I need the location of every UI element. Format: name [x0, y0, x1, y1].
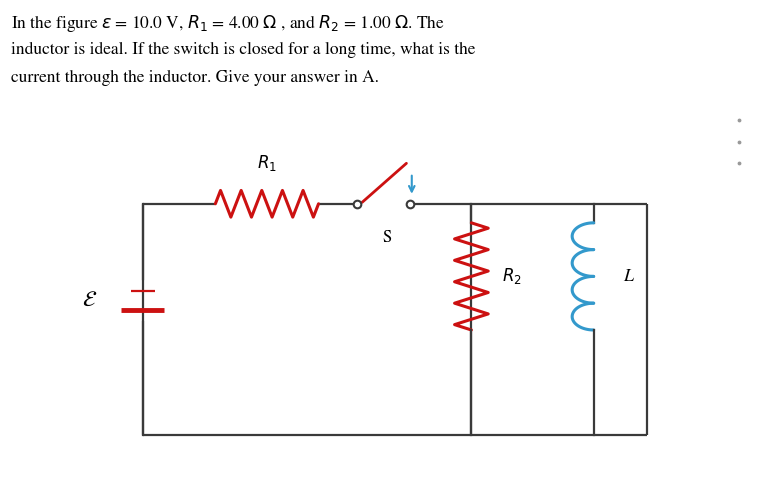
- Text: $R_2$: $R_2$: [502, 266, 522, 286]
- Text: S: S: [383, 230, 392, 246]
- Text: inductor is ideal. If the switch is closed for a long time, what is the: inductor is ideal. If the switch is clos…: [12, 42, 476, 58]
- Text: $\mathcal{E}$: $\mathcal{E}$: [81, 290, 97, 310]
- Text: $R_1$: $R_1$: [257, 153, 277, 173]
- Text: current through the inductor. Give your answer in A.: current through the inductor. Give your …: [12, 70, 380, 87]
- Text: In the figure $\varepsilon$ = 10.0 V, $R_1$ = 4.00 $\Omega$ , and $R_2$ = 1.00 $: In the figure $\varepsilon$ = 10.0 V, $R…: [12, 13, 445, 34]
- Text: L: L: [623, 268, 633, 285]
